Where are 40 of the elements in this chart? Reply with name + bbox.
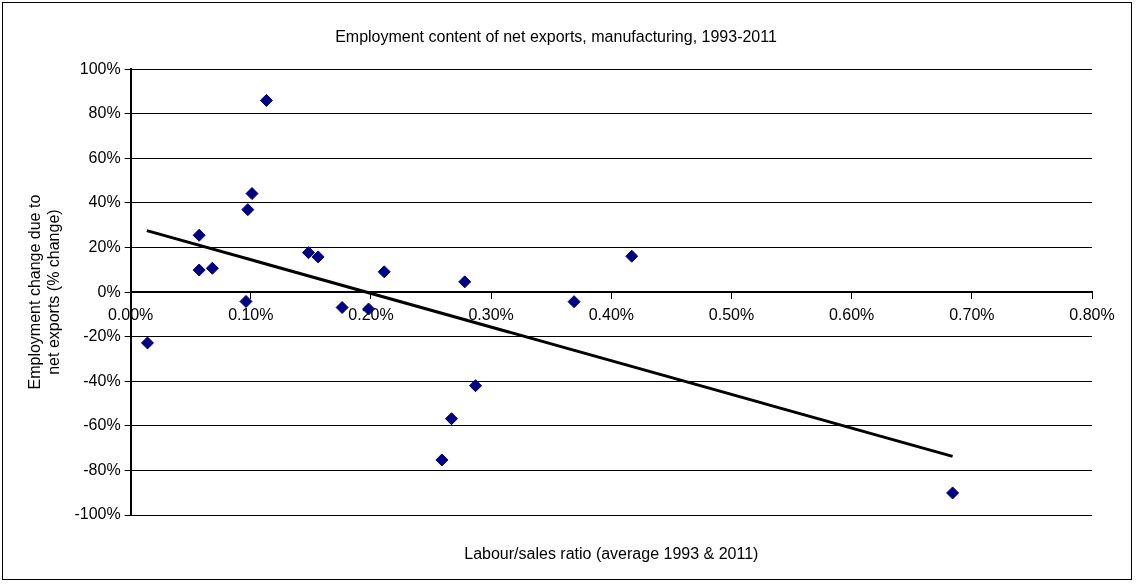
point — [377, 265, 391, 279]
point — [205, 261, 219, 275]
point — [192, 263, 206, 277]
point — [946, 486, 960, 500]
x-axis-title: Labour/sales ratio (average 1993 & 2011) — [464, 545, 759, 563]
point — [625, 249, 639, 263]
point — [245, 187, 259, 201]
x-tick-label: 0.70% — [949, 306, 995, 324]
x-tick-label: 0.40% — [588, 306, 635, 324]
y-tick-label: 80% — [88, 104, 121, 122]
y-tick-label: -80% — [83, 460, 121, 478]
chart-title: Employment content of net exports, manufacturing, 1993-2011 — [335, 28, 777, 46]
point — [192, 228, 206, 242]
point — [140, 336, 154, 350]
point — [567, 295, 581, 309]
x-tick-label: 0.30% — [468, 306, 514, 324]
point — [445, 412, 458, 426]
x-tick-label: 0.10% — [228, 306, 274, 324]
y-tick-label: 0% — [97, 282, 121, 300]
point — [458, 275, 472, 289]
y-tick-label: -20% — [83, 327, 121, 345]
y-tick-label: 20% — [88, 237, 121, 255]
point — [469, 379, 483, 393]
y-axis-title: Employment change due to net exports (% change) — [26, 194, 63, 390]
y-tick-label: -100% — [74, 505, 121, 523]
point — [335, 300, 349, 314]
point — [259, 93, 273, 107]
x-tick-label: 0.50% — [708, 306, 755, 324]
y-tick-label: 60% — [88, 148, 121, 166]
y-tick-label: -60% — [83, 416, 121, 434]
y-tick-label: -40% — [83, 371, 121, 389]
point — [435, 453, 449, 467]
point — [241, 203, 255, 217]
y-tick-label: 40% — [88, 193, 121, 211]
x-tick-label: 0.60% — [828, 306, 875, 324]
x-tick-label: 0.80% — [1069, 306, 1115, 324]
point — [311, 250, 325, 264]
point — [239, 294, 253, 308]
y-tick-label: 100% — [79, 59, 121, 77]
point — [302, 246, 315, 260]
